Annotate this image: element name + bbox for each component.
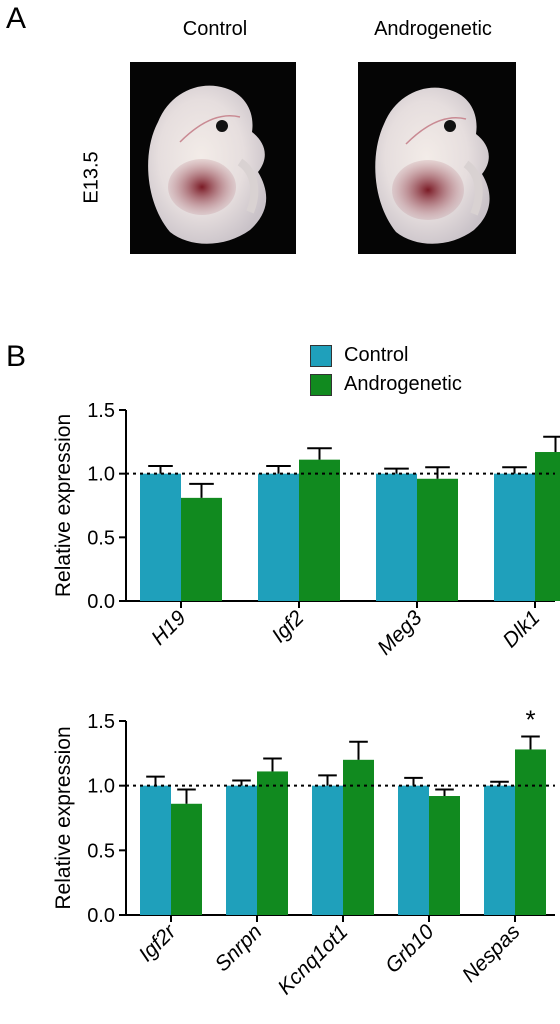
embryo-photo-androgenetic — [358, 62, 516, 254]
bar-androgenetic-meg3 — [417, 478, 458, 601]
bar-control-h19 — [140, 473, 181, 601]
bar-control-igf2 — [258, 473, 299, 601]
legend-swatch-control — [310, 344, 332, 367]
x-tick-label-igf2r: Igf2r — [135, 920, 182, 967]
bar-chart-bottom: 0.0 0.5 1.0 1.5 Relative expression Igf2r Snrp… — [52, 705, 555, 999]
bar-androgenetic-igf2r — [171, 803, 202, 915]
bar-androgenetic-kcnq1ot1 — [343, 759, 374, 915]
bar-control-nespas — [484, 785, 515, 915]
y-tick-label: 1.0 — [87, 776, 115, 798]
y-tick-label: 0.5 — [87, 527, 115, 549]
legend-label-control: Control — [344, 344, 409, 366]
embryo-photo-control — [130, 62, 296, 254]
bar-androgenetic-dlk1 — [535, 452, 560, 601]
bar-androgenetic-igf2 — [299, 459, 340, 601]
bar-control-igf2r — [140, 785, 171, 915]
y-tick-label: 0.0 — [87, 905, 115, 927]
bar-androgenetic-h19 — [181, 497, 222, 601]
bar-control-meg3 — [376, 473, 417, 601]
legend-swatch-androgenetic — [310, 373, 332, 396]
y-tick-label: 1.0 — [87, 464, 115, 486]
x-tick-label-meg3: Meg3 — [373, 606, 427, 660]
y-tick-label: 1.5 — [87, 711, 115, 733]
significance-annotation: * — [525, 705, 535, 735]
column-title-androgenetic: Androgenetic — [374, 18, 492, 40]
y-axis-label: Relative expression — [52, 414, 75, 597]
x-tick-label-h19: H19 — [147, 606, 191, 650]
x-tick-label-kcnq1ot1: Kcnq1ot1 — [274, 920, 353, 999]
legend-item-androgenetic: Androgenetic — [310, 373, 462, 396]
bar-control-grb10 — [398, 785, 429, 915]
bar-androgenetic-nespas — [515, 749, 546, 915]
stage-label: E13.5 — [80, 151, 103, 204]
bar-androgenetic-grb10 — [429, 796, 460, 915]
x-tick-label-grb10: Grb10 — [381, 920, 439, 978]
x-tick-label-nespas: Nespas — [458, 920, 525, 987]
column-title-control: Control — [182, 18, 248, 40]
legend: Control Androgenetic — [310, 344, 462, 396]
x-tick-label-snrpn: Snrpn — [211, 920, 267, 976]
y-axis-label: Relative expression — [52, 726, 75, 909]
bar-chart-top: 0.0 0.5 1.0 1.5 Relative expression H19 Igf2 Me… — [52, 400, 560, 660]
bar-control-kcnq1ot1 — [312, 785, 343, 915]
legend-item-control: Control — [310, 344, 462, 367]
panel-b-letter: B — [6, 340, 27, 373]
y-tick-label: 0.5 — [87, 840, 115, 862]
legend-label-androgenetic: Androgenetic — [344, 373, 462, 395]
y-tick-label: 0.0 — [87, 591, 115, 613]
panel-a-letter: A — [6, 2, 27, 35]
x-tick-label-igf2: Igf2 — [268, 606, 309, 647]
y-tick-label: 1.5 — [87, 400, 115, 422]
x-tick-label-dlk1: Dlk1 — [499, 606, 545, 652]
bar-control-snrpn — [226, 785, 257, 915]
bar-control-dlk1 — [494, 473, 535, 601]
bar-androgenetic-snrpn — [257, 771, 288, 915]
